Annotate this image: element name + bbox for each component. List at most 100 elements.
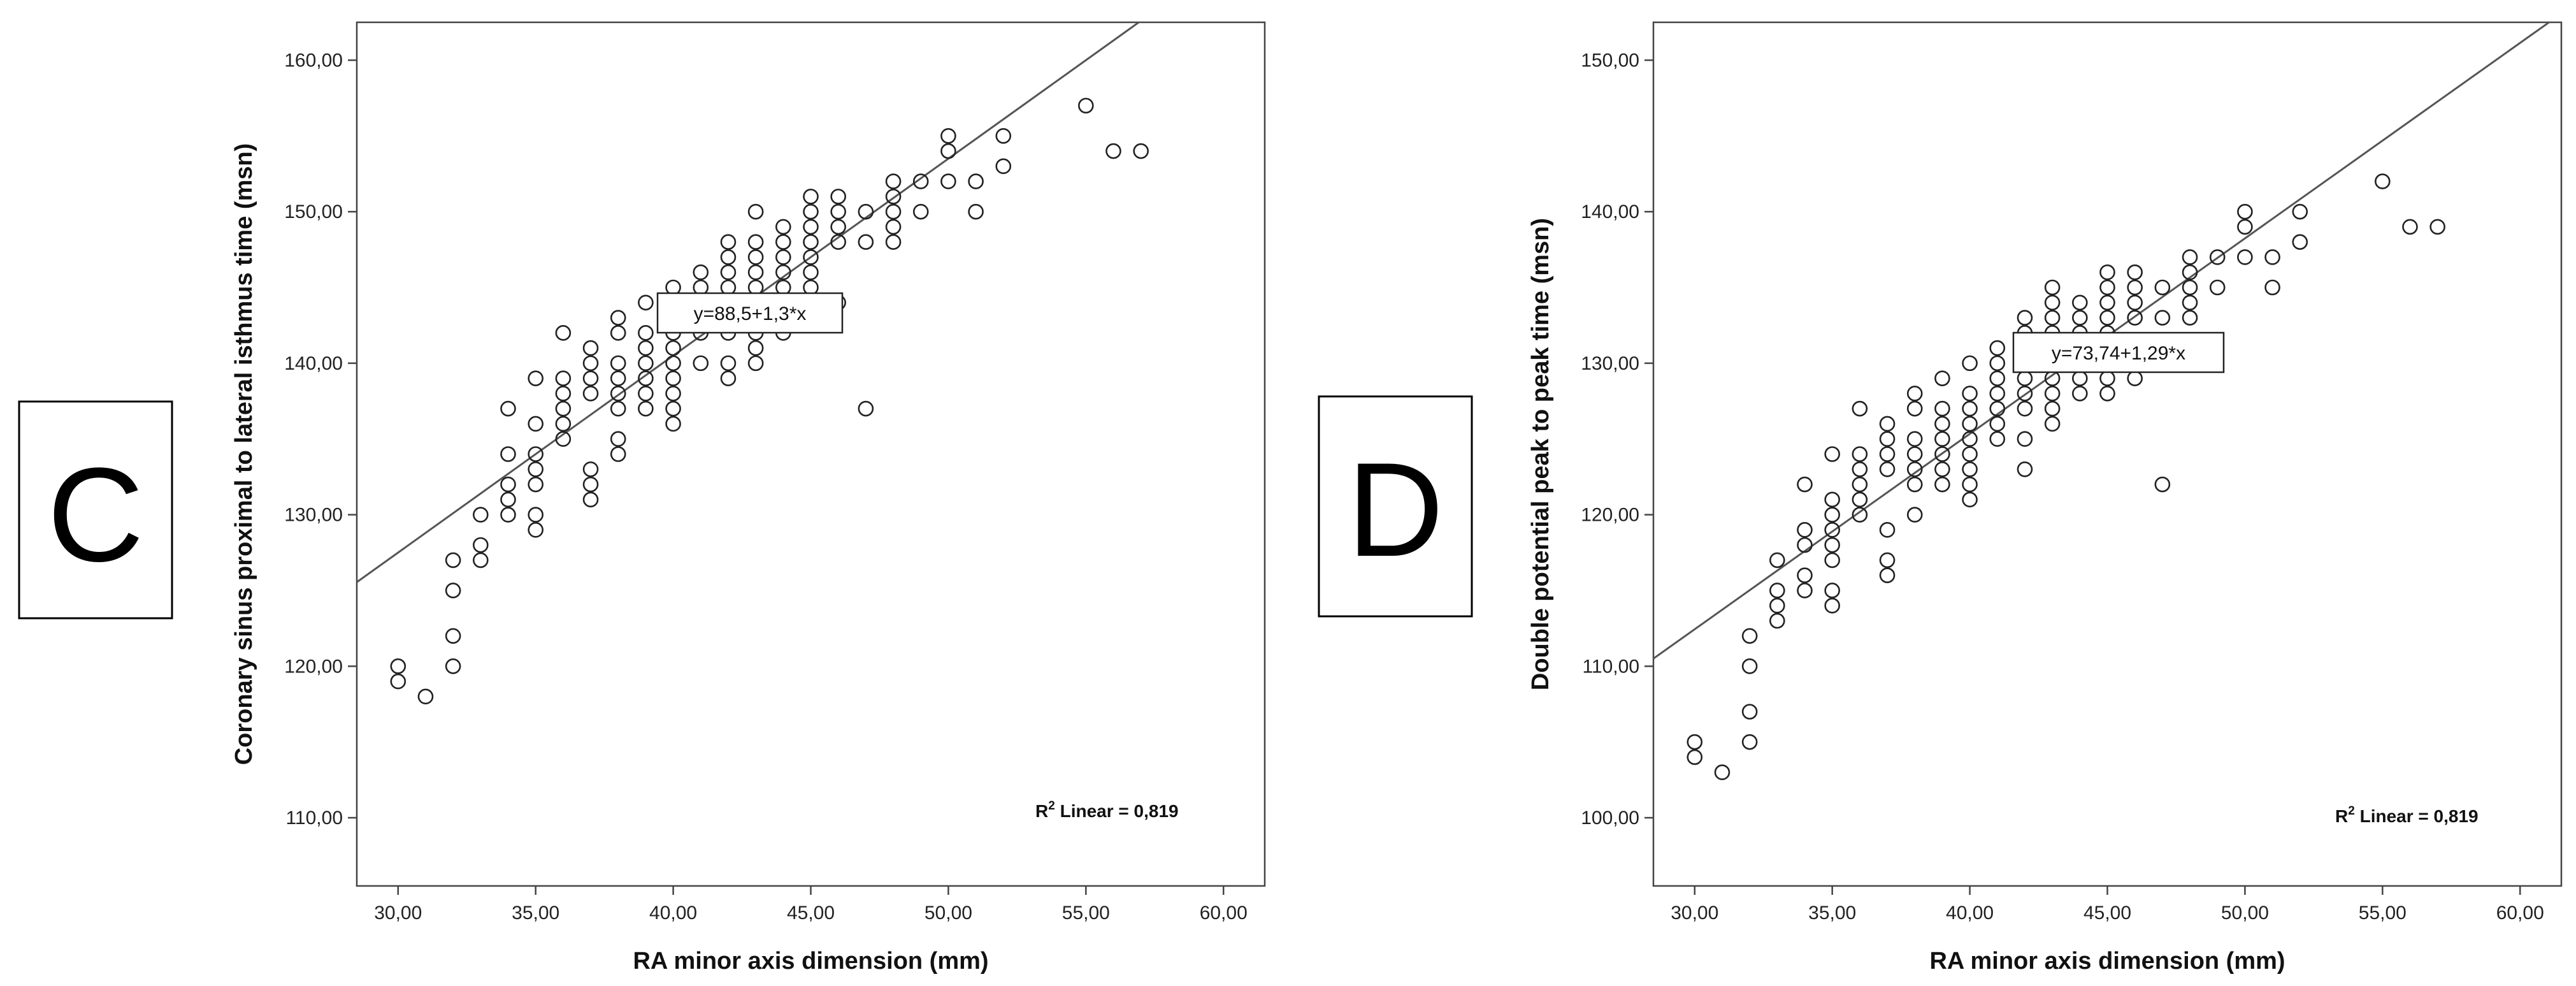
data-point: [500, 446, 516, 462]
y-tick-label: 120,00: [1581, 505, 1639, 526]
y-axis-label: Double potential peak to peak time (msn): [1527, 218, 1554, 690]
data-point: [500, 491, 516, 508]
data-point: [1962, 431, 1978, 447]
data-point: [582, 386, 599, 402]
data-point: [775, 219, 791, 235]
data-point: [968, 173, 984, 189]
data-point: [2182, 264, 2198, 280]
data-point: [1934, 461, 1950, 477]
data-point: [2429, 219, 2445, 235]
panel-d-letter: D: [1347, 435, 1444, 584]
data-point: [1879, 522, 1896, 538]
data-point: [1879, 567, 1896, 583]
data-point: [473, 507, 489, 523]
data-point: [1962, 416, 1978, 432]
data-point: [1906, 476, 1923, 493]
data-point: [1879, 461, 1896, 477]
data-point: [2099, 310, 2115, 326]
data-point: [1989, 340, 2006, 356]
y-tick-label: 160,00: [284, 50, 343, 71]
data-point: [720, 264, 737, 280]
data-point: [775, 264, 791, 280]
y-tick-label: 130,00: [1581, 353, 1639, 374]
data-point: [610, 325, 626, 341]
data-point: [665, 370, 681, 386]
y-tick-label: 120,00: [284, 656, 343, 677]
data-point: [1687, 734, 1703, 750]
plot-frame: [356, 21, 1266, 887]
data-point: [2237, 249, 2253, 265]
data-point: [1934, 370, 1950, 386]
data-point: [1714, 764, 1731, 781]
scatter-plot-c: 30,00 35,00 40,00 45,00 50,00 55,00 60,00 110,0…: [231, 21, 1266, 975]
data-point: [528, 507, 543, 523]
data-point: [995, 158, 1012, 175]
data-point: [720, 234, 737, 250]
data-point: [747, 355, 764, 372]
data-point: [2292, 203, 2308, 220]
data-point: [665, 416, 681, 432]
equation-box: [2012, 331, 2225, 373]
data-point: [1133, 143, 1149, 159]
data-point: [1934, 476, 1950, 493]
data-point: [2017, 461, 2033, 477]
data-point: [638, 294, 654, 311]
data-point: [2182, 249, 2198, 265]
data-point: [1741, 628, 1758, 644]
data-point: [912, 203, 929, 220]
data-point: [638, 325, 654, 341]
data-point: [2044, 294, 2061, 311]
data-point: [1797, 583, 1813, 598]
data-point: [528, 416, 543, 432]
data-point: [665, 400, 681, 417]
data-point: [885, 203, 902, 220]
data-point: [582, 461, 599, 477]
data-point: [555, 416, 572, 432]
data-point: [2209, 249, 2226, 265]
y-tick-label: 140,00: [284, 353, 343, 374]
data-point: [582, 355, 599, 372]
data-point: [665, 386, 681, 402]
data-point: [1852, 491, 1868, 508]
data-point: [858, 400, 874, 417]
data-point: [638, 400, 654, 417]
data-point: [445, 552, 461, 569]
data-point: [1934, 431, 1950, 447]
data-point: [1962, 491, 1978, 508]
data-point: [940, 173, 956, 189]
data-point: [610, 431, 626, 447]
data-point: [2402, 219, 2418, 235]
data-point: [1769, 583, 1785, 598]
y-tick-label: 140,00: [1581, 201, 1639, 222]
data-point: [390, 658, 407, 674]
data-point: [1879, 552, 1896, 569]
data-point: [1769, 597, 1785, 614]
data-point: [610, 446, 626, 462]
data-point: [747, 203, 764, 220]
data-point: [2182, 310, 2198, 326]
data-point: [1879, 416, 1896, 432]
data-point: [1769, 613, 1785, 629]
data-point: [665, 355, 681, 372]
data-point: [1852, 446, 1868, 462]
data-point: [2237, 203, 2253, 220]
data-point: [665, 340, 681, 356]
r-squared-label: R2 Linear = 0,819: [2335, 804, 2479, 826]
data-point: [858, 203, 874, 220]
data-point: [2127, 294, 2143, 311]
x-tick-label: 45,00: [2083, 903, 2131, 924]
fit-line: [357, 22, 1140, 583]
data-point: [445, 583, 461, 598]
r-squared-label: R2 Linear = 0,819: [1035, 799, 1179, 821]
data-point: [610, 386, 626, 402]
data-point: [1824, 537, 1840, 553]
data-point: [1105, 143, 1121, 159]
data-point: [610, 400, 626, 417]
data-point: [1989, 416, 2006, 432]
y-tick-label: 110,00: [285, 808, 343, 829]
data-point: [747, 340, 764, 356]
y-tick-label: 100,00: [1581, 808, 1639, 829]
data-point: [2017, 400, 2033, 417]
data-point: [803, 264, 819, 280]
